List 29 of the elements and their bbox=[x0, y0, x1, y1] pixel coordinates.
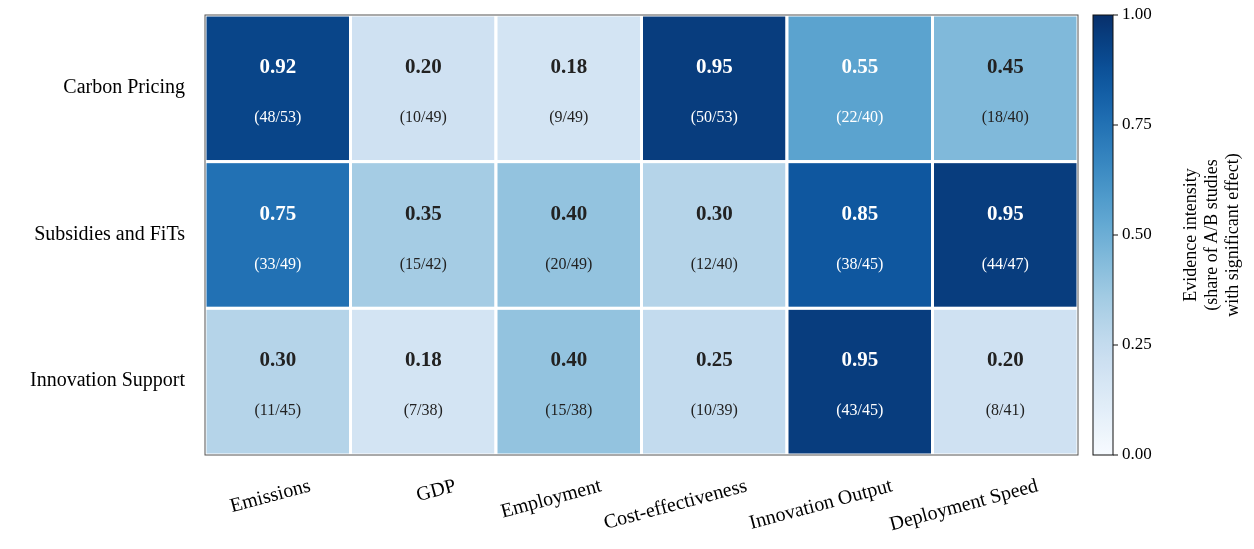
y-tick-label: Subsidies and FiTs bbox=[34, 221, 186, 244]
text: 0.55 (22/40) bbox=[836, 54, 884, 126]
y-tick-label: Innovation Support bbox=[30, 368, 186, 392]
x-tick-label: GDP bbox=[413, 473, 459, 506]
text: 0.95 (50/53) bbox=[690, 54, 738, 126]
text: 0.40 (15/38) bbox=[545, 347, 593, 419]
text: 0.92 (48/53) bbox=[254, 54, 302, 126]
text: 0.20 (10/49) bbox=[399, 54, 447, 126]
text: 0.95 (44/47) bbox=[981, 200, 1029, 272]
text: 0.18 (7/38) bbox=[403, 347, 443, 419]
color-bar-label: 0.00 bbox=[1122, 443, 1152, 463]
color-bar-label: 0.50 bbox=[1122, 223, 1152, 243]
color-bar-label: 1.00 bbox=[1122, 3, 1152, 23]
color-bar-title: Evidence intensity (share of A/B studies with significant effect) bbox=[1180, 153, 1243, 317]
text: 0.25 (10/39) bbox=[690, 347, 738, 419]
y-tick-label: Carbon Pricing bbox=[63, 74, 185, 98]
text: 0.18 (9/49) bbox=[549, 54, 589, 126]
text: 0.75 (33/49) bbox=[254, 200, 302, 272]
text: 0.40 (20/49) bbox=[545, 200, 593, 272]
text: 0.20 (8/41) bbox=[985, 347, 1025, 419]
x-tick-label: Emissions bbox=[227, 473, 313, 517]
text: 0.30 (11/45) bbox=[254, 347, 302, 419]
color-bar-label: 0.25 bbox=[1122, 333, 1152, 353]
text: 0.35 (15/42) bbox=[399, 200, 447, 272]
text: 0.85 (38/45) bbox=[836, 200, 884, 272]
text: 0.30 (12/40) bbox=[690, 200, 738, 272]
text: 0.95 (43/45) bbox=[836, 347, 884, 419]
text: 0.45 (18/40) bbox=[981, 54, 1029, 126]
color-bar-label: 0.75 bbox=[1122, 113, 1152, 133]
